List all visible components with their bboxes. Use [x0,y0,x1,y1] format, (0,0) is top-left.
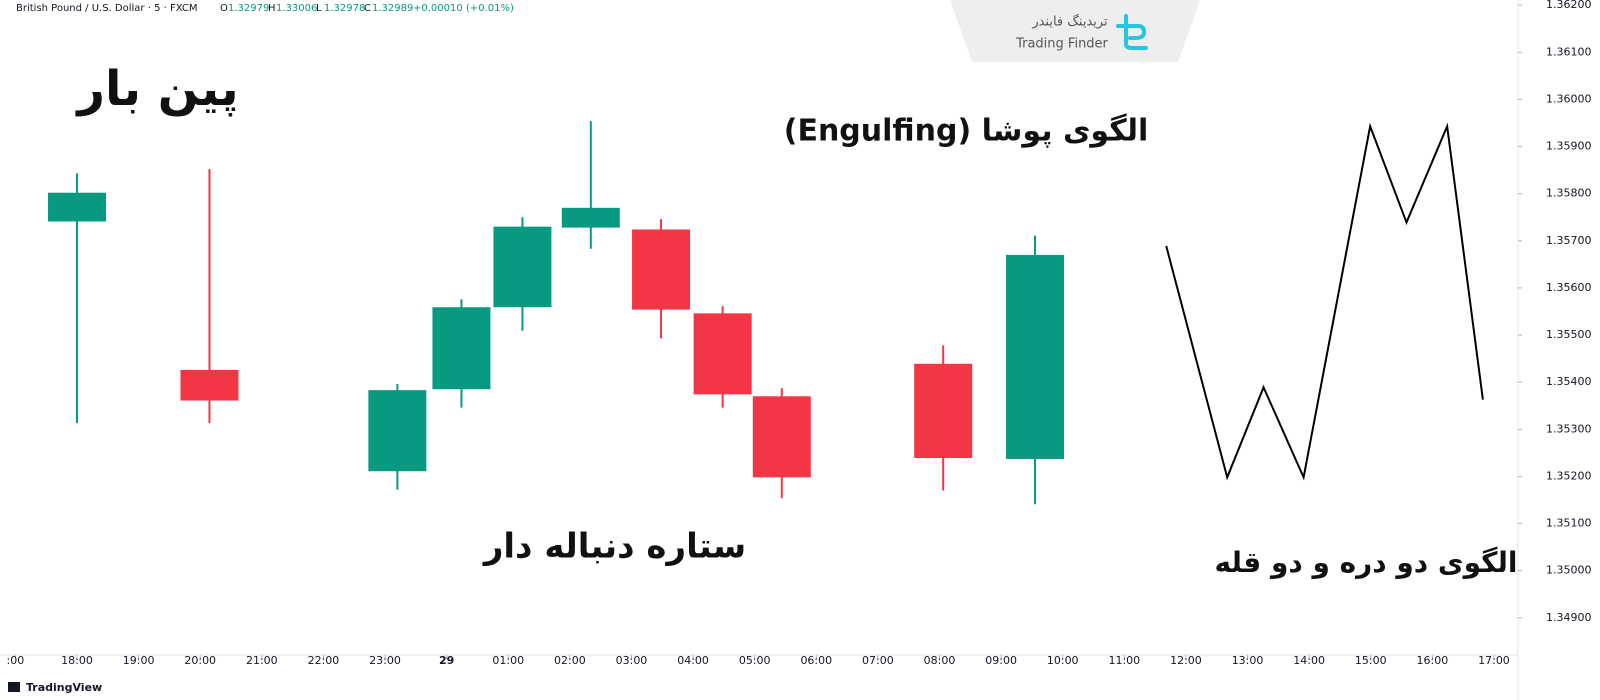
candle-body [561,207,620,228]
x-tick-label: 01:00 [492,654,524,667]
y-tick-label: 1.35000 [1546,564,1592,577]
candle-body [368,390,427,472]
candle-body [48,192,107,222]
ohlc-label: L [316,3,322,14]
x-tick-label: 21:00 [246,654,278,667]
annotation: ستاره دنباله دار [482,527,746,567]
logo-icon [1116,14,1148,50]
candle-body [693,313,752,395]
x-tick-label: 07:00 [862,654,894,667]
ohlc-value: 1.32989 [372,3,413,14]
candle-body [432,307,491,390]
y-tick-label: 1.35100 [1546,517,1592,530]
x-tick-label: 14:00 [1293,654,1325,667]
x-tick-label: 13:00 [1232,654,1264,667]
price-line [1165,122,1484,481]
logo-english: Trading Finder [1015,37,1108,52]
y-tick-label: 1.36000 [1546,92,1592,105]
logo-banner [950,0,1200,62]
y-tick-label: 1.36200 [1546,0,1592,11]
x-tick-label: 03:00 [616,654,648,667]
candle-body [1006,254,1064,459]
x-tick-label: 18:00 [61,654,93,667]
price-change: +0.00010 (+0.01%) [413,3,514,14]
ohlc-value: 1.32978 [324,3,365,14]
y-tick-label: 1.35400 [1546,375,1592,388]
y-tick-label: 1.35300 [1546,422,1592,435]
x-tick-label: 09:00 [985,654,1017,667]
tradingview-logo [8,682,20,692]
x-tick-label: 19:00 [123,654,155,667]
annotation: الگوی پوشا (Engulfing) [784,113,1149,149]
y-tick-label: 1.36100 [1546,45,1592,58]
x-tick-label: 04:00 [677,654,709,667]
x-tick-label: 12:00 [1170,654,1202,667]
annotation: الگوی دو دره و دو قله [1214,546,1517,579]
candle-body [914,363,973,459]
x-tick-label: 11:00 [1108,654,1140,667]
candle-body [180,369,239,401]
x-tick-label: 20:00 [184,654,216,667]
y-tick-label: 1.35700 [1546,234,1592,247]
y-tick-label: 1.35900 [1546,140,1592,153]
ohlc-label: C [364,3,371,14]
y-tick-label: 1.35800 [1546,187,1592,200]
logo-persian: تریدینگ فایندر [1031,14,1108,30]
x-tick-label: 05:00 [739,654,771,667]
y-tick-label: 1.35500 [1546,328,1592,341]
x-tick-label: :00 [7,654,25,667]
x-tick-label: 06:00 [800,654,832,667]
x-tick-label: 29 [439,654,454,667]
candle-body [752,396,811,478]
footer-brand: TradingView [26,681,102,694]
x-tick-label: 02:00 [554,654,586,667]
x-tick-label: 23:00 [369,654,401,667]
y-tick-label: 1.35200 [1546,469,1592,482]
ohlc-label: H [268,3,276,14]
candle-body [632,229,691,310]
x-tick-label: 22:00 [308,654,340,667]
annotation: پین بار [75,61,238,117]
ohlc-value: 1.32979 [228,3,269,14]
x-tick-label: 10:00 [1047,654,1079,667]
x-tick-label: 17:00 [1478,654,1510,667]
symbol-title: British Pound / U.S. Dollar · 5 · FXCM [16,3,197,14]
ohlc-value: 1.33006 [276,3,317,14]
y-tick-label: 1.35600 [1546,281,1592,294]
x-tick-label: 16:00 [1417,654,1449,667]
x-tick-label: 15:00 [1355,654,1387,667]
y-tick-label: 1.34900 [1546,611,1592,624]
candle-body [493,226,552,308]
x-tick-label: 08:00 [924,654,956,667]
ohlc-label: O [220,3,228,14]
